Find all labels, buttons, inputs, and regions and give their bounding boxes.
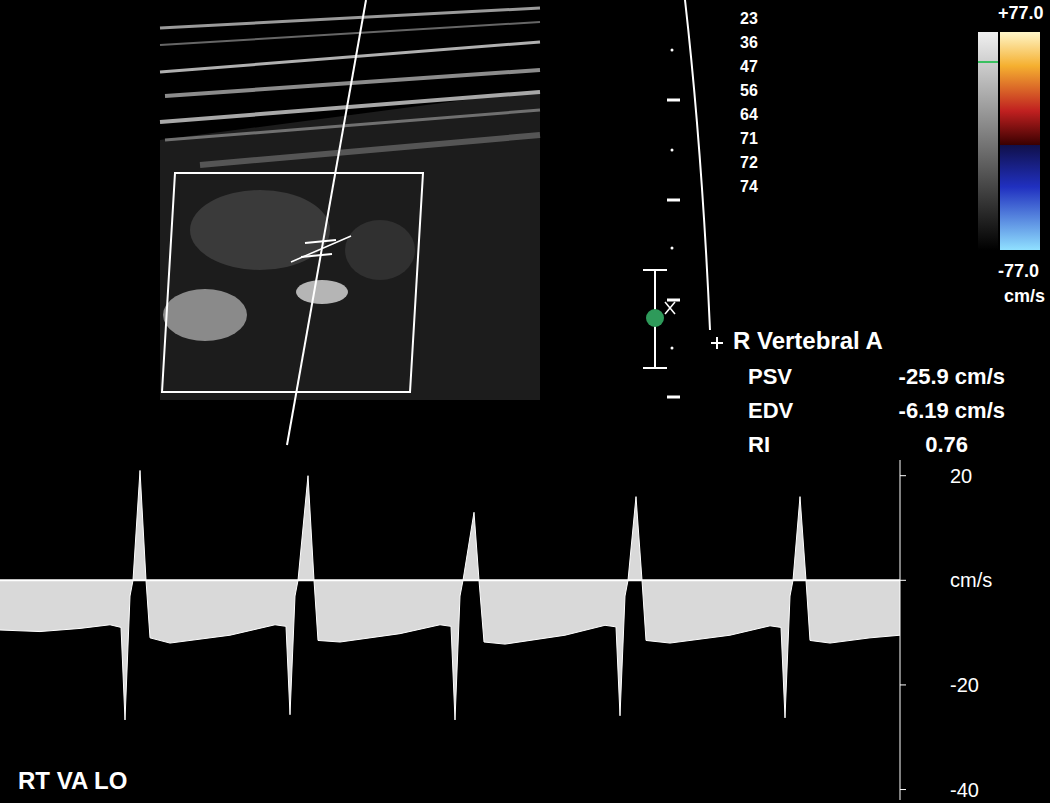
html-text:RI: RI: [748, 432, 770, 457]
html-text:47: 47: [740, 58, 758, 75]
html-text:-6.19 cm/s: -6.19 cm/s: [898, 398, 1005, 423]
svg-text:-40: -40: [950, 779, 979, 801]
html-text:64: 64: [740, 106, 758, 123]
html-text:RT VA LO: RT VA LO: [18, 767, 128, 794]
html-text:56: 56: [740, 82, 758, 99]
html-text:-77.0: -77.0: [998, 261, 1039, 281]
html-text:-25.9 cm/s: -25.9 cm/s: [898, 364, 1005, 389]
html-text:EDV: EDV: [748, 398, 794, 423]
html-text:71: 71: [740, 130, 758, 147]
html-text:74: 74: [740, 178, 758, 195]
html-text:23: 23: [740, 10, 758, 27]
html-text:72: 72: [740, 154, 758, 171]
svg-text:20: 20: [950, 465, 972, 487]
svg-text:cm/s: cm/s: [950, 569, 992, 591]
html-text:PSV: PSV: [748, 364, 792, 389]
html-text:0.76: 0.76: [925, 432, 968, 457]
html-text:cm/s: cm/s: [1004, 286, 1045, 306]
html-text:+77.0: +77.0: [998, 3, 1044, 23]
html-text:36: 36: [740, 34, 758, 51]
html-text:R Vertebral A: R Vertebral A: [733, 327, 883, 354]
svg-text:-20: -20: [950, 674, 979, 696]
